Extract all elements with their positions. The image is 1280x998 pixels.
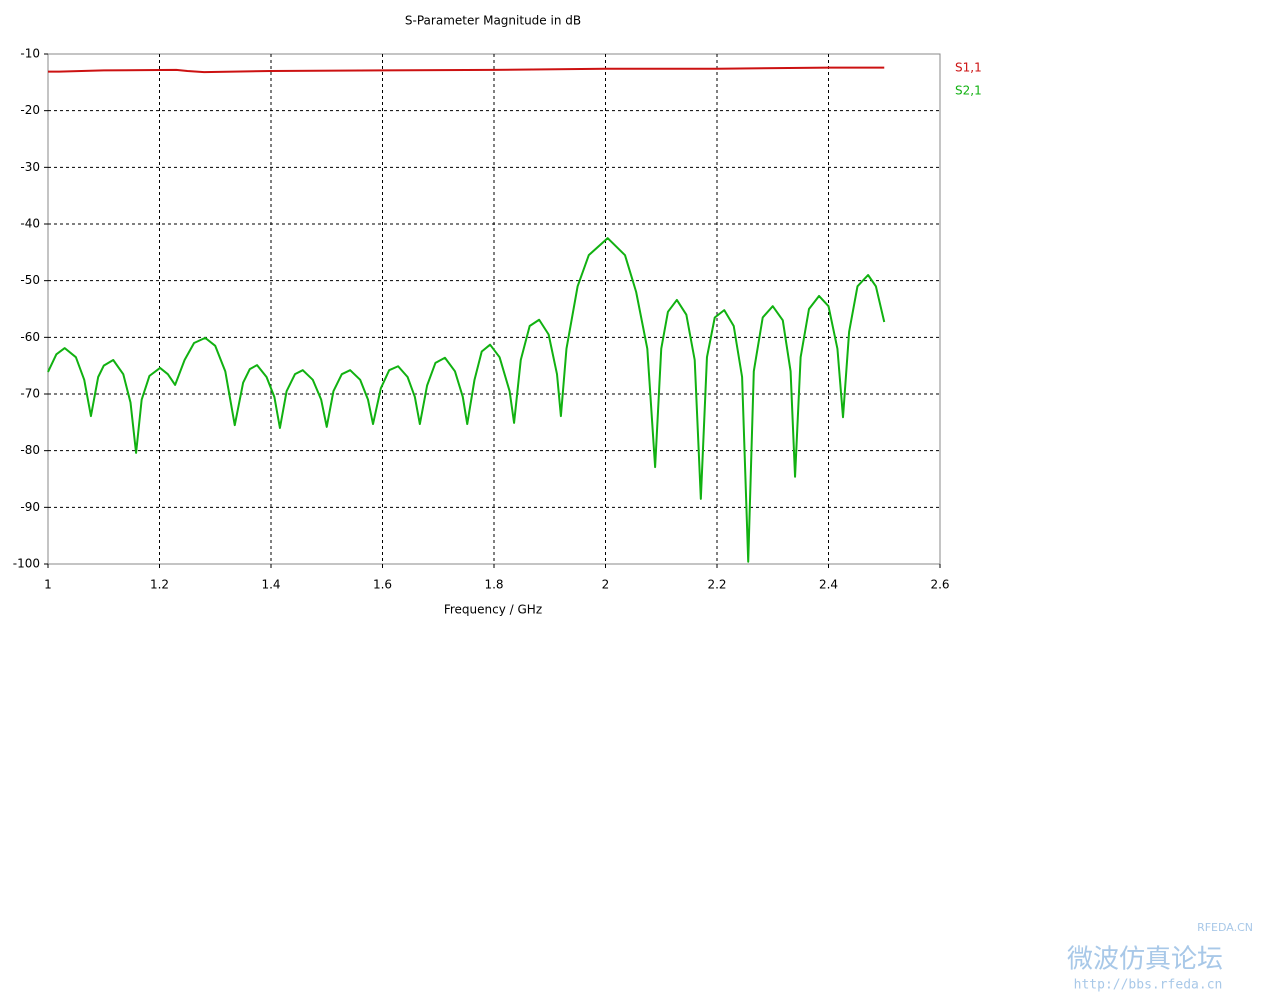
y-tick-label: -40 xyxy=(20,217,40,231)
y-tick-label: -70 xyxy=(20,387,40,401)
x-tick-label: 2.4 xyxy=(819,578,838,592)
y-tick-label: -80 xyxy=(20,443,40,457)
series-line xyxy=(48,66,885,74)
x-tick-label: 2.2 xyxy=(707,578,726,592)
y-tick-label: -30 xyxy=(20,160,40,174)
y-tick-label: -90 xyxy=(20,500,40,514)
chart-title: S-Parameter Magnitude in dB xyxy=(405,14,581,28)
x-tick-label: 1.8 xyxy=(484,578,503,592)
y-tick-label: -50 xyxy=(20,273,40,287)
series-line xyxy=(47,237,886,563)
x-tick-label: 1.2 xyxy=(150,578,169,592)
x-tick-label: 2 xyxy=(602,578,610,592)
x-tick-label: 2.6 xyxy=(930,578,949,592)
x-tick-label: 1.6 xyxy=(373,578,392,592)
watermark-forum: 微波仿真论坛 xyxy=(1067,945,1223,975)
y-tick-label: -100 xyxy=(13,557,40,571)
watermark-url: http://bbs.rfeda.cn xyxy=(1074,978,1223,993)
legend-entry: S1,1 xyxy=(955,61,982,75)
x-tick-label: 1 xyxy=(44,578,52,592)
x-axis-label: Frequency / GHz xyxy=(444,603,542,617)
y-tick-label: -20 xyxy=(20,103,40,117)
watermark-site: RFEDA.CN xyxy=(1197,921,1253,934)
y-tick-label: -60 xyxy=(20,330,40,344)
legend-entry: S2,1 xyxy=(955,84,982,98)
x-tick-label: 1.4 xyxy=(261,578,280,592)
y-tick-label: -10 xyxy=(20,47,40,61)
